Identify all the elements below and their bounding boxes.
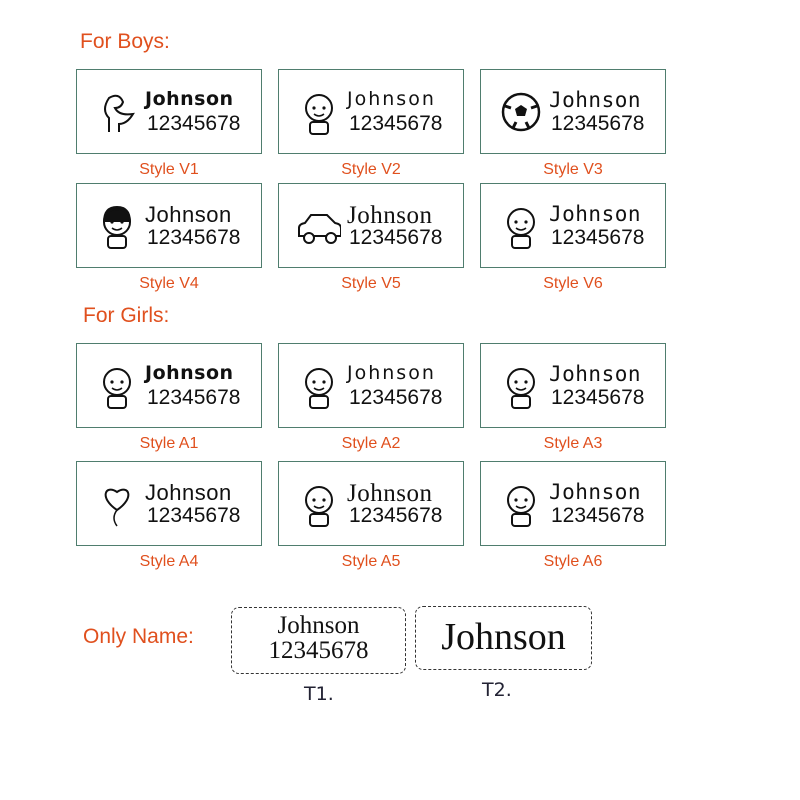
heart-balloon-icon — [104, 488, 130, 527]
card-number: 12345678 — [147, 112, 241, 135]
style-label: Style V3 — [543, 161, 603, 178]
card-number: 12345678 — [349, 386, 443, 409]
girls-heading: For Girls: — [83, 304, 170, 327]
style-label: Style A6 — [543, 553, 603, 570]
style-label: Style V6 — [543, 275, 603, 292]
style-label: Style A5 — [341, 553, 401, 570]
girl-long-hair-icon — [305, 486, 333, 527]
style-card[interactable]: Johnson 12345678 — [278, 69, 464, 154]
princess-icon — [305, 368, 333, 409]
card-number: 12345678 — [147, 386, 241, 409]
style-card[interactable]: Johnson 12345678 — [480, 69, 666, 154]
boy-cap-icon — [507, 208, 535, 249]
card-number: 12345678 — [349, 226, 443, 249]
style-label: Style V4 — [139, 275, 199, 292]
style-card[interactable]: Johnson 12345678 — [480, 461, 666, 546]
style-label: Style A2 — [341, 435, 401, 452]
boy-black-hair-icon — [103, 206, 131, 249]
girl-pigtails-icon — [103, 368, 131, 409]
card-name: Johnson — [145, 480, 232, 505]
style-t1-card[interactable]: Johnson 12345678 — [231, 607, 406, 674]
t1-name: Johnson — [277, 612, 360, 639]
dinosaur-icon — [104, 94, 135, 132]
style-label: Style A3 — [543, 435, 603, 452]
soccer-ball-icon — [501, 92, 541, 132]
mermaid-icon — [507, 368, 535, 409]
card-name: Johnson — [145, 88, 234, 110]
style-card[interactable]: Johnson 12345678 — [278, 343, 464, 428]
style-card[interactable]: Johnson 12345678 — [480, 183, 666, 268]
style-card[interactable]: Johnson 12345678 — [76, 69, 262, 154]
card-name: Johnson — [347, 362, 436, 384]
girl-flower-icon — [507, 486, 535, 527]
style-label: Style A1 — [139, 435, 199, 452]
card-name: Johnson — [549, 480, 642, 504]
card-name: Johnson — [549, 362, 642, 386]
card-number: 12345678 — [551, 386, 645, 409]
card-name: Johnson — [549, 88, 642, 112]
only-name-heading: Only Name: — [83, 625, 194, 648]
card-number: 12345678 — [551, 504, 645, 527]
card-number: 12345678 — [349, 504, 443, 527]
card-name: Johnson — [347, 480, 433, 507]
t2-label: T2. — [482, 679, 512, 701]
style-label: Style V5 — [341, 275, 401, 292]
style-label: Style V1 — [139, 161, 199, 178]
card-number: 12345678 — [551, 226, 645, 249]
card-name: Johnson — [549, 202, 642, 226]
t1-number: 12345678 — [268, 637, 369, 664]
card-number: 12345678 — [349, 112, 443, 135]
style-card[interactable]: Johnson 12345678 — [278, 183, 464, 268]
card-number: 12345678 — [551, 112, 645, 135]
car-icon — [298, 214, 341, 244]
style-card[interactable]: Johnson 12345678 — [76, 461, 262, 546]
boys-heading: For Boys: — [80, 30, 170, 53]
card-name: Johnson — [347, 88, 436, 110]
style-card[interactable]: Johnson 12345678 — [76, 343, 262, 428]
card-number: 12345678 — [147, 226, 241, 249]
card-number: 12345678 — [147, 504, 241, 527]
style-label: Style A4 — [139, 553, 199, 570]
style-card[interactable]: Johnson 12345678 — [76, 183, 262, 268]
style-card[interactable]: Johnson 12345678 — [278, 461, 464, 546]
style-t2-card[interactable]: Johnson — [415, 606, 592, 670]
t1-label: T1. — [304, 683, 334, 705]
card-name: Johnson — [145, 362, 234, 384]
style-label: Style V2 — [341, 161, 401, 178]
boy-icon — [305, 94, 333, 135]
card-name: Johnson — [145, 202, 232, 227]
style-card[interactable]: Johnson 12345678 — [480, 343, 666, 428]
t2-name: Johnson — [441, 616, 566, 658]
card-name: Johnson — [347, 202, 433, 229]
